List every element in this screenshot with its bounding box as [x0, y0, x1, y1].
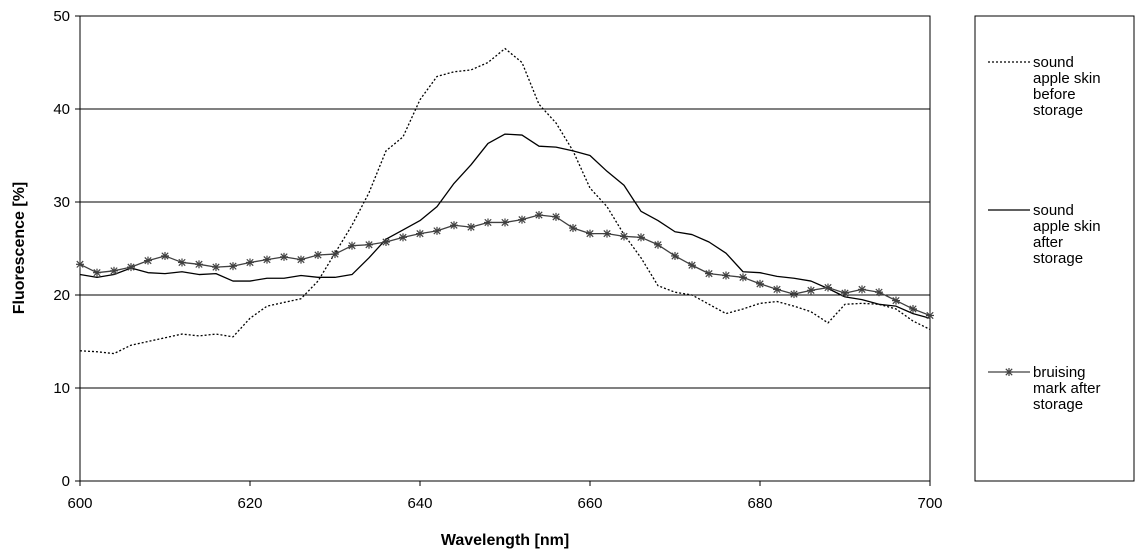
x-tick-label-620: 620	[237, 495, 262, 512]
series-3-point-46	[858, 285, 866, 294]
series-3-point-10	[246, 258, 254, 267]
series-3-point-17	[365, 240, 373, 249]
gridlines	[80, 108, 930, 389]
series-3-point-44	[824, 283, 832, 292]
legend-label-3-line-1: bruising	[1033, 364, 1086, 381]
series-3-line	[79, 214, 931, 317]
series-3-point-16	[348, 241, 356, 250]
series-3-point-22	[450, 221, 458, 230]
y-tick-label-20: 20	[53, 287, 70, 304]
axes	[75, 15, 931, 486]
series-3-point-48	[892, 296, 900, 305]
series-3-point-13	[297, 255, 305, 264]
series-3-point-45	[841, 289, 849, 298]
series-3-point-37	[705, 269, 713, 278]
series-3-point-26	[518, 215, 526, 224]
legend-label-2-line-4: storage	[1033, 250, 1083, 267]
x-axis-title: Wavelength [nm]	[441, 532, 569, 549]
series-3-point-3	[127, 263, 135, 272]
series-3-point-21	[433, 226, 441, 235]
series-3-point-47	[875, 288, 883, 297]
legend-label-1-line-2: apple skin	[1033, 70, 1101, 87]
series-3-point-49	[909, 304, 917, 313]
legend-marker-3	[1005, 368, 1013, 376]
series-3-point-11	[263, 255, 271, 264]
series-3-point-25	[501, 218, 509, 227]
series-3-point-5	[161, 251, 169, 260]
series-3-point-1	[93, 268, 101, 277]
x-tick-label-660: 660	[577, 495, 602, 512]
plot-area-border	[79, 15, 931, 482]
series-3-point-27	[535, 211, 543, 220]
series-1-line	[79, 47, 931, 355]
legend-label-2-line-3: after	[1033, 234, 1063, 251]
series-1	[79, 47, 931, 355]
series-3-point-12	[280, 252, 288, 261]
series-3-point-33	[637, 233, 645, 242]
series-lines	[76, 47, 934, 355]
series-3-point-14	[314, 251, 322, 260]
x-tick-label-700: 700	[917, 495, 942, 512]
series-3-point-35	[671, 251, 679, 260]
series-3-point-42	[790, 290, 798, 299]
series-3-point-19	[399, 233, 407, 242]
tick-labels: 0 10 20 30 40 50 600 620 640 660 680 700	[53, 8, 942, 512]
y-axis-title: Fluorescence [%]	[11, 182, 28, 314]
y-tick-label-10: 10	[53, 380, 70, 397]
legend-label-2-line-1: sound	[1033, 202, 1074, 219]
x-tick-label-640: 640	[407, 495, 432, 512]
legend-label-1-line-1: sound	[1033, 54, 1074, 71]
series-3-point-34	[654, 240, 662, 249]
series-3-point-36	[688, 261, 696, 270]
series-3-point-7	[195, 260, 203, 269]
series-3-point-18	[382, 237, 390, 246]
legend-label-3-line-2: mark after	[1033, 380, 1101, 397]
y-tick-label-40: 40	[53, 101, 70, 118]
series-3-point-29	[569, 224, 577, 233]
series-2	[79, 133, 931, 319]
y-tick-label-50: 50	[53, 8, 70, 25]
series-3-point-41	[773, 285, 781, 294]
legend-label-1-line-3: before	[1033, 86, 1076, 103]
series-3-point-38	[722, 271, 730, 280]
legend-box	[974, 15, 1135, 482]
series-3-point-2	[110, 266, 118, 275]
y-tick-label-30: 30	[53, 194, 70, 211]
series-3-point-15	[331, 250, 339, 259]
series-2-line	[79, 133, 931, 319]
series-3-point-40	[756, 279, 764, 288]
legend-label-1-line-4: storage	[1033, 102, 1083, 119]
series-3-point-31	[603, 229, 611, 238]
series-3	[76, 211, 934, 320]
series-3-point-6	[178, 258, 186, 267]
series-3-point-20	[416, 229, 424, 238]
series-3-point-30	[586, 229, 594, 238]
series-3-point-24	[484, 218, 492, 227]
x-tick-label-600: 600	[67, 495, 92, 512]
series-3-point-23	[467, 223, 475, 232]
series-3-point-43	[807, 286, 815, 295]
series-3-point-32	[620, 232, 628, 241]
series-3-point-9	[229, 262, 237, 271]
y-tick-label-0: 0	[62, 473, 70, 490]
series-3-point-0	[76, 260, 84, 269]
legend-label-3-line-3: storage	[1033, 396, 1083, 413]
legend-label-2-line-2: apple skin	[1033, 218, 1101, 235]
series-3-point-39	[739, 273, 747, 282]
series-3-point-8	[212, 263, 220, 272]
series-3-point-4	[144, 256, 152, 265]
series-3-point-50	[926, 311, 934, 320]
series-3-point-28	[552, 212, 560, 221]
x-tick-label-680: 680	[747, 495, 772, 512]
